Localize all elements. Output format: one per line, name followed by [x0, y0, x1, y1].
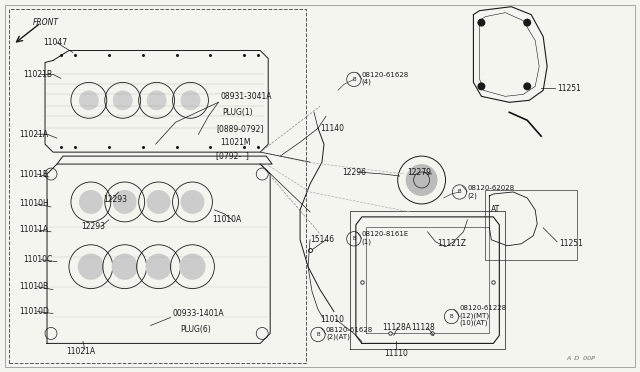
Circle shape: [180, 190, 204, 214]
Circle shape: [79, 90, 99, 110]
Text: 08120-61628
(2)(AT): 08120-61628 (2)(AT): [326, 327, 373, 340]
Circle shape: [77, 254, 104, 280]
Circle shape: [524, 19, 531, 26]
Text: 11251: 11251: [557, 84, 581, 93]
Text: 11140: 11140: [320, 124, 344, 133]
Text: [0792-  ]: [0792- ]: [216, 152, 249, 161]
Circle shape: [111, 254, 138, 280]
Text: PLUG(1): PLUG(1): [222, 108, 253, 117]
Text: 11011B: 11011B: [19, 170, 48, 179]
Text: 12296: 12296: [342, 167, 366, 177]
Circle shape: [406, 164, 438, 196]
Text: 12293: 12293: [103, 195, 127, 205]
Text: 11021M: 11021M: [220, 138, 251, 147]
Text: 11010A: 11010A: [212, 215, 242, 224]
Text: 00933-1401A: 00933-1401A: [173, 309, 224, 318]
Text: 11011A: 11011A: [19, 225, 48, 234]
Circle shape: [180, 90, 200, 110]
Text: 15146: 15146: [310, 235, 334, 244]
Text: 08931-3041A: 08931-3041A: [220, 92, 272, 101]
Text: 11047: 11047: [43, 38, 67, 47]
Text: 11010B: 11010B: [19, 282, 48, 291]
Text: B: B: [450, 314, 453, 319]
Text: B: B: [352, 77, 356, 82]
Text: B: B: [352, 236, 356, 241]
Text: 11021A: 11021A: [66, 347, 95, 356]
Text: 11128A: 11128A: [382, 323, 411, 332]
Text: B: B: [316, 332, 320, 337]
Circle shape: [477, 82, 485, 90]
Circle shape: [147, 190, 171, 214]
Text: 12293: 12293: [81, 222, 105, 231]
Text: 11110: 11110: [384, 349, 408, 358]
Text: 11128: 11128: [412, 323, 435, 332]
Text: 11010: 11010: [320, 315, 344, 324]
Text: [0889-0792]: [0889-0792]: [216, 124, 264, 133]
Text: 11010C: 11010C: [23, 255, 52, 264]
Text: 11021B: 11021B: [23, 70, 52, 79]
Text: 11010H: 11010H: [19, 199, 49, 208]
Text: PLUG(6): PLUG(6): [180, 325, 211, 334]
Circle shape: [113, 90, 132, 110]
Text: 11251: 11251: [559, 239, 583, 248]
Text: 08120-61228
(12)(MT)
(10)(AT): 08120-61228 (12)(MT) (10)(AT): [460, 305, 507, 326]
Circle shape: [113, 190, 137, 214]
Bar: [485, 190, 577, 260]
Text: B: B: [458, 189, 461, 195]
Text: FRONT: FRONT: [33, 17, 59, 27]
Text: AT: AT: [492, 205, 500, 214]
Text: 08120-8161E
(1): 08120-8161E (1): [362, 231, 409, 244]
Text: 11021A: 11021A: [19, 130, 48, 139]
Circle shape: [147, 90, 166, 110]
Circle shape: [79, 190, 103, 214]
Text: 08120-62028
(2): 08120-62028 (2): [467, 185, 515, 199]
Circle shape: [477, 19, 485, 26]
Bar: [9, 9, 306, 363]
Text: 11121Z: 11121Z: [438, 239, 467, 248]
Text: 08120-61628
(4): 08120-61628 (4): [362, 72, 409, 85]
Circle shape: [179, 254, 205, 280]
Text: 11010D: 11010D: [19, 307, 49, 316]
Circle shape: [524, 82, 531, 90]
Text: 12279: 12279: [408, 167, 431, 177]
Text: A  D  00P: A D 00P: [566, 356, 595, 361]
Circle shape: [145, 254, 172, 280]
